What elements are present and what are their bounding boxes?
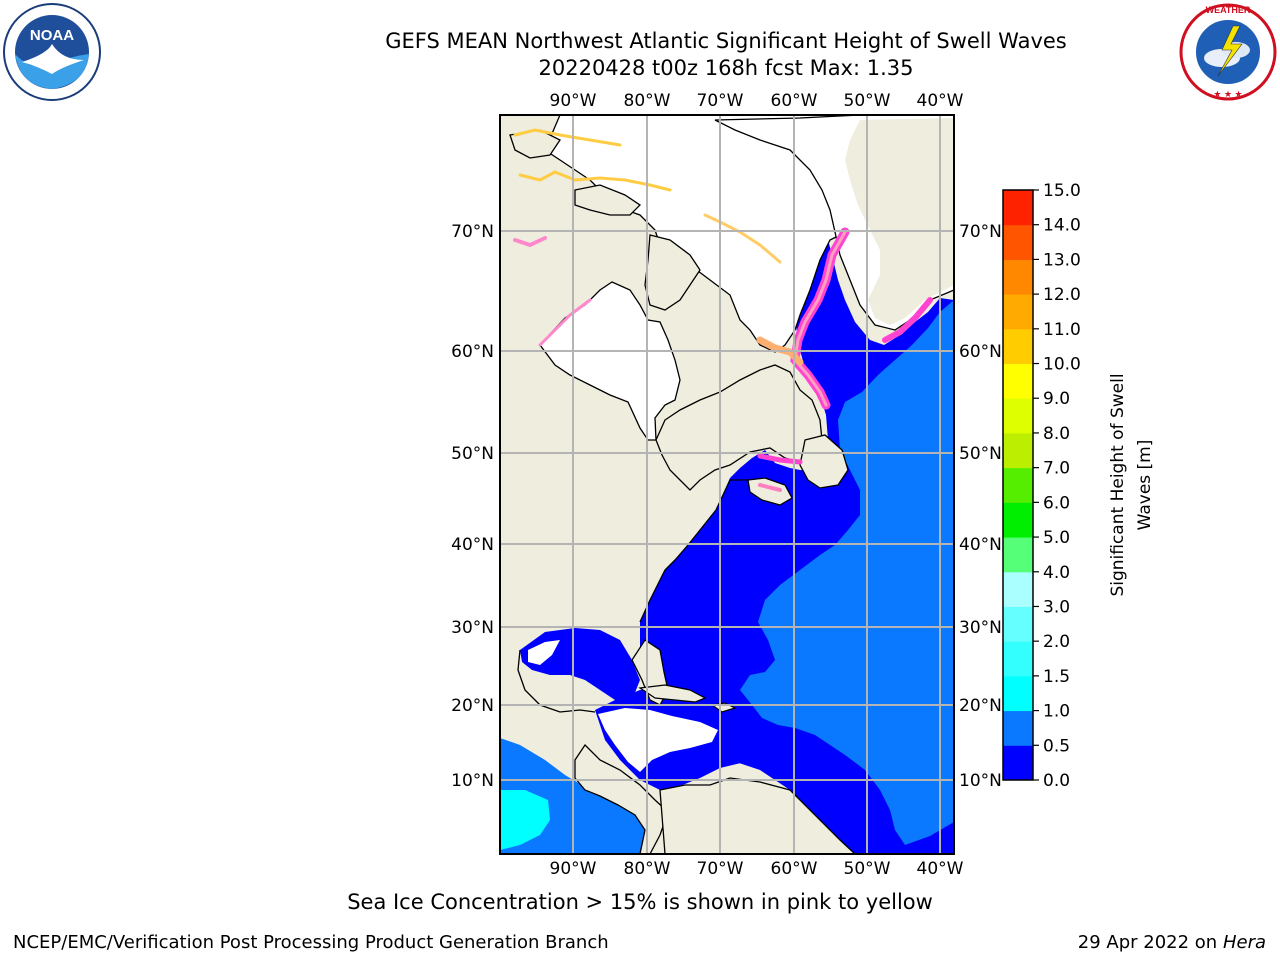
colorbar-segment bbox=[1003, 224, 1033, 260]
lon-label-bottom: 60°W bbox=[771, 859, 818, 879]
colorbar-tick-label: 3.0 bbox=[1043, 597, 1070, 617]
colorbar-tick-label: 5.0 bbox=[1043, 528, 1070, 548]
colorbar-tick-label: 2.0 bbox=[1043, 632, 1070, 652]
colorbar-tick-label: 7.0 bbox=[1043, 459, 1070, 479]
colorbar-tick-label: 12.0 bbox=[1043, 285, 1081, 305]
colorbar-tick-label: 1.0 bbox=[1043, 702, 1070, 722]
colorbar-segment bbox=[1003, 710, 1033, 746]
footer-date: 29 Apr 2022 on Hera bbox=[1078, 932, 1266, 953]
colorbar-segment bbox=[1003, 675, 1033, 712]
gulf-white bbox=[528, 640, 560, 665]
colorbar-segment bbox=[1003, 328, 1033, 365]
lat-label-right: 50°N bbox=[959, 444, 1002, 464]
hudson-bay-ice bbox=[539, 281, 681, 441]
colorbar-segment bbox=[1003, 190, 1033, 226]
colorbar-segment bbox=[1003, 571, 1033, 607]
lon-label-top: 70°W bbox=[697, 91, 744, 111]
colorbar-segment bbox=[1003, 467, 1033, 503]
colorbar-tick-label: 11.0 bbox=[1043, 320, 1081, 340]
colorbar: 0.0 0.5 1.0 1.5 2.0 3.0 4.0 5.0 6.0 7.0 8.0 9.0 10.0… bbox=[1002, 181, 1081, 791]
nws-logo: WEATHER ★ ★ ★ bbox=[1179, 3, 1277, 101]
colorbar-segment bbox=[1003, 363, 1033, 399]
colorbar-tick-label: 0.5 bbox=[1043, 736, 1070, 756]
lat-label-left: 50°N bbox=[451, 444, 494, 464]
colorbar-segment bbox=[1003, 294, 1033, 330]
newfoundland-land bbox=[799, 434, 849, 489]
colorbar-tick-label: 13.0 bbox=[1043, 250, 1081, 270]
colorbar-segment bbox=[1003, 745, 1033, 781]
caribbean-white bbox=[598, 708, 718, 772]
cuba-land bbox=[638, 684, 707, 703]
caption: Sea Ice Concentration > 15% is shown in … bbox=[347, 890, 933, 914]
noaa-logo: NOAA bbox=[3, 3, 101, 101]
arctic-island-land bbox=[574, 184, 642, 216]
lat-label-right: 20°N bbox=[959, 696, 1002, 716]
lon-label-bottom: 70°W bbox=[697, 859, 744, 879]
pacific-swell-cyan bbox=[500, 790, 550, 850]
colorbar-segment bbox=[1003, 606, 1033, 642]
lon-label-top: 60°W bbox=[771, 91, 818, 111]
lat-label-right: 60°N bbox=[959, 342, 1002, 362]
lon-label-bottom: 90°W bbox=[550, 859, 597, 879]
colorbar-tick-label: 0.0 bbox=[1043, 771, 1070, 791]
colorbar-tick-label: 15.0 bbox=[1043, 181, 1081, 201]
colorbar-tick-label: 9.0 bbox=[1043, 389, 1070, 409]
chart-title: GEFS MEAN Northwest Atlantic Significant… bbox=[385, 29, 1067, 53]
colorbar-tick-label: 6.0 bbox=[1043, 493, 1070, 513]
colorbar-label-line2: Waves [m] bbox=[1135, 440, 1155, 531]
lat-label-right: 30°N bbox=[959, 618, 1002, 638]
lat-label-left: 70°N bbox=[451, 222, 494, 242]
colorbar-tick-label: 4.0 bbox=[1043, 563, 1070, 583]
footer-date-text: 29 Apr 2022 on bbox=[1077, 932, 1223, 953]
colorbar-tick-label: 1.5 bbox=[1043, 667, 1070, 687]
lat-label-right: 10°N bbox=[959, 771, 1002, 791]
lon-label-top: 80°W bbox=[624, 91, 671, 111]
colorbar-tick-label: 14.0 bbox=[1043, 216, 1081, 236]
colorbar-tick-label: 8.0 bbox=[1043, 424, 1070, 444]
lat-label-left: 10°N bbox=[451, 771, 494, 791]
chart-subtitle: 20220428 t00z 168h fcst Max: 1.35 bbox=[538, 56, 914, 80]
colorbar-segment bbox=[1003, 641, 1033, 677]
lat-label-right: 40°N bbox=[959, 535, 1002, 555]
colorbar-segment bbox=[1003, 502, 1033, 538]
lon-label-top: 40°W bbox=[917, 91, 964, 111]
lat-label-left: 60°N bbox=[451, 342, 494, 362]
colorbar-segment bbox=[1003, 537, 1033, 573]
map-frame bbox=[499, 114, 955, 855]
lat-label-left: 40°N bbox=[451, 535, 494, 555]
lon-label-bottom: 50°W bbox=[844, 859, 891, 879]
map-area bbox=[500, 115, 954, 854]
colorbar-tick-label: 10.0 bbox=[1043, 355, 1081, 375]
greenland-interior bbox=[845, 118, 954, 325]
noaa-logo-text: NOAA bbox=[30, 27, 74, 44]
colorbar-segment bbox=[1003, 398, 1033, 434]
colorbar-segment bbox=[1003, 259, 1033, 295]
footer-host: Hera bbox=[1222, 932, 1266, 953]
lon-label-bottom: 80°W bbox=[624, 859, 671, 879]
south-america-land bbox=[659, 777, 856, 854]
lat-label-right: 70°N bbox=[959, 222, 1002, 242]
lon-label-bottom: 40°W bbox=[917, 859, 964, 879]
lat-label-left: 30°N bbox=[451, 618, 494, 638]
lon-label-top: 90°W bbox=[550, 91, 597, 111]
footer-credit: NCEP/EMC/Verification Post Processing Pr… bbox=[13, 932, 609, 953]
colorbar-label-line1: Significant Height of Swell bbox=[1108, 373, 1128, 596]
colorbar-segment bbox=[1003, 432, 1033, 469]
lon-label-top: 50°W bbox=[844, 91, 891, 111]
svg-text:WEATHER: WEATHER bbox=[1206, 5, 1251, 15]
svg-text:★ ★ ★: ★ ★ ★ bbox=[1213, 89, 1242, 99]
graticule bbox=[500, 115, 954, 854]
lat-label-left: 20°N bbox=[451, 696, 494, 716]
colorbar-frame bbox=[1002, 189, 1034, 781]
